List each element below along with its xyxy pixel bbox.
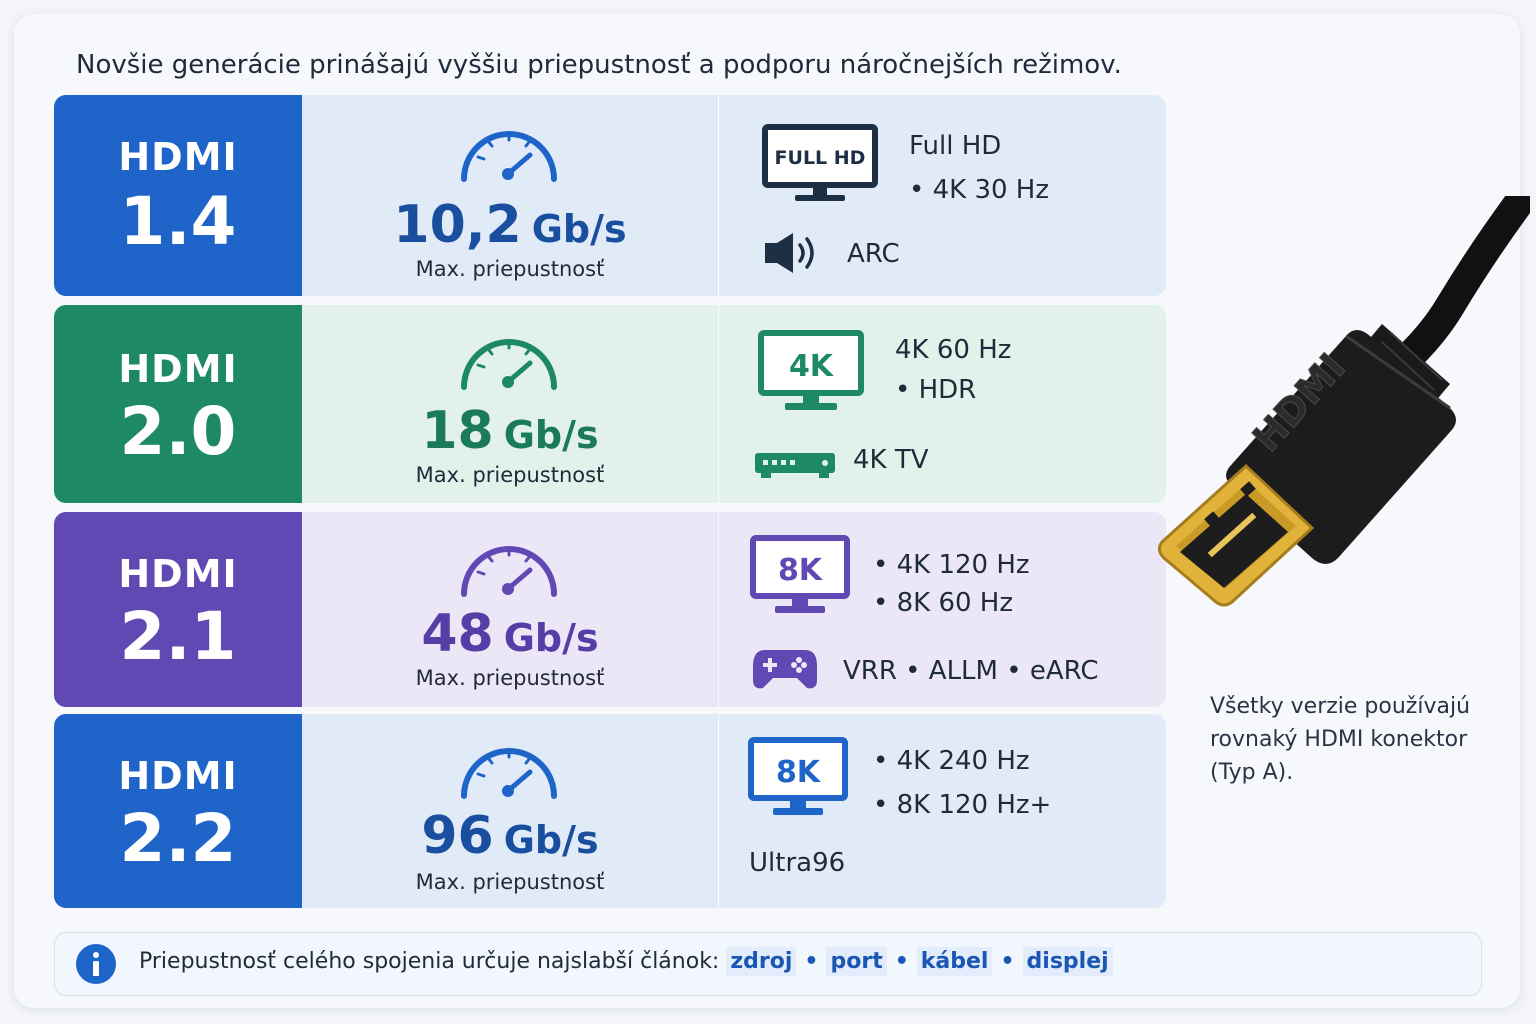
monitor-icon: FULL HD: [762, 124, 878, 201]
version-label: HDMI: [118, 135, 238, 179]
info-icon: [76, 944, 116, 984]
gauge-icon: [461, 131, 557, 182]
bandwidth-value: 96 Gb/s: [421, 806, 599, 866]
gauge-icon: [461, 748, 557, 799]
features-cell: FULL HD Full HD • 4K 30 Hz ARC: [718, 95, 1166, 296]
headline: Novšie generácie prinášajú vyššiu priepu…: [76, 50, 1122, 80]
hdmi-connector-illustration: HDMI: [1157, 196, 1530, 607]
monitor-icon: 8K: [748, 737, 848, 815]
feature-1: • 4K 120 Hz: [873, 550, 1030, 580]
connector-note: Všetky verzie používajú rovnaký HDMI kon…: [1210, 694, 1471, 785]
feature-2: • 8K 120 Hz+: [873, 790, 1052, 820]
chain-link-display: displej: [1022, 947, 1113, 976]
bandwidth-cell: 96 Gb/s Max. priepustnosť: [302, 714, 718, 908]
features-cell: 4K 4K 60 Hz • HDR 4K TV: [718, 305, 1166, 503]
separator: •: [804, 949, 819, 974]
screen-label: FULL HD: [775, 147, 866, 169]
version-badge: HDMI 2.1: [54, 512, 302, 707]
version-label: HDMI: [118, 347, 238, 391]
version-badge: HDMI 2.2: [54, 714, 302, 908]
feature-3: VRR • ALLM • eARC: [843, 656, 1099, 686]
bandwidth-caption: Max. priepustnosť: [415, 257, 605, 281]
version-label: HDMI: [118, 754, 238, 798]
bandwidth-cell: 48 Gb/s Max. priepustnosť: [302, 512, 718, 707]
feature-2: • 8K 60 Hz: [873, 588, 1014, 618]
bandwidth-caption: Max. priepustnosť: [415, 870, 605, 894]
monitor-icon: 8K: [750, 535, 850, 613]
hdmi-2-0-row: HDMI 2.0 18 Gb/s Max. priepustnosť 4K 4K …: [54, 305, 1166, 503]
version-badge: HDMI 2.0: [54, 305, 302, 503]
separator: •: [894, 949, 909, 974]
version-number: 2.2: [119, 800, 237, 877]
feature-3: Ultra96: [749, 848, 846, 878]
hdmi-2-1-row: HDMI 2.1 48 Gb/s Max. priepustnosť 8K • 4…: [54, 512, 1166, 707]
bandwidth-value: 18 Gb/s: [421, 401, 599, 461]
version-number: 1.4: [119, 183, 237, 260]
bandwidth-cell: 10,2 Gb/s Max. priepustnosť: [302, 95, 718, 296]
version-number: 2.0: [119, 393, 237, 470]
hdmi-1-4-row: HDMI 1.4 10,2 Gb/s Max. priepustnosť FULL…: [54, 95, 1166, 296]
set-top-box-icon: [755, 453, 835, 478]
feature-3: 4K TV: [853, 445, 929, 475]
info-text: Priepustnosť celého spojenia určuje najs…: [139, 947, 1113, 976]
features-cell: 8K • 4K 240 Hz • 8K 120 Hz+ Ultra96: [718, 714, 1166, 908]
feature-1: 4K 60 Hz: [895, 335, 1012, 365]
chain-link-port: port: [826, 947, 887, 976]
version-label: HDMI: [118, 552, 238, 596]
features-cell: 8K • 4K 120 Hz • 8K 60 Hz VRR • ALLM • e…: [718, 512, 1166, 707]
speaker-icon: [765, 233, 814, 273]
feature-2: • HDR: [895, 375, 977, 405]
bandwidth-value: 10,2 Gb/s: [393, 195, 627, 255]
gamepad-icon: [753, 650, 817, 689]
info-bar: Priepustnosť celého spojenia určuje najs…: [54, 932, 1482, 996]
screen-label: 4K: [789, 349, 835, 384]
screen-label: 8K: [778, 553, 824, 588]
gauge-icon: [461, 339, 557, 390]
gauge-icon: [461, 546, 557, 597]
hdmi-2-2-row: HDMI 2.2 96 Gb/s Max. priepustnosť 8K • 4…: [54, 714, 1166, 908]
feature-1: Full HD: [909, 131, 1002, 161]
bandwidth-cell: 18 Gb/s Max. priepustnosť: [302, 305, 718, 503]
feature-3: ARC: [847, 239, 900, 269]
info-sentence: Priepustnosť celého spojenia určuje najs…: [139, 949, 720, 974]
feature-2: • 4K 30 Hz: [909, 175, 1050, 205]
feature-1: • 4K 240 Hz: [873, 746, 1030, 776]
monitor-icon: 4K: [758, 330, 864, 410]
version-badge: HDMI 1.4: [54, 95, 302, 296]
chain-link-cable: kábel: [916, 947, 993, 976]
bandwidth-caption: Max. priepustnosť: [415, 463, 605, 487]
chain-link-source: zdroj: [726, 947, 797, 976]
bandwidth-value: 48 Gb/s: [421, 604, 599, 664]
separator: •: [1000, 949, 1015, 974]
bandwidth-caption: Max. priepustnosť: [415, 666, 605, 690]
version-number: 2.1: [119, 598, 237, 675]
screen-label: 8K: [776, 755, 822, 790]
